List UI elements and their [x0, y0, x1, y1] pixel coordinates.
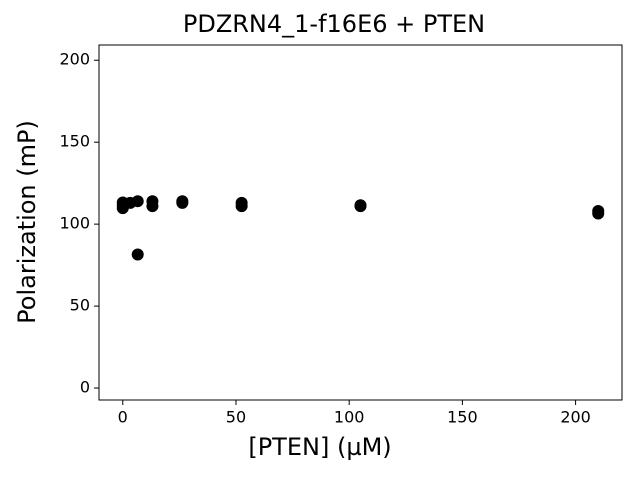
x-tick-label: 50 [226, 408, 246, 427]
y-tick-label: 150 [59, 132, 90, 151]
point [176, 196, 189, 209]
y-tick-label: 0 [80, 378, 90, 397]
chart-title: PDZRN4_1-f16E6 + PTEN [183, 10, 485, 38]
point [354, 200, 367, 213]
point [235, 200, 248, 213]
x-tick-label: 0 [118, 408, 128, 427]
x-axis-label: [PTEN] (µM) [248, 433, 391, 461]
y-axis-label: Polarization (mP) [13, 120, 41, 324]
plot-frame [98, 44, 623, 401]
x-tick-label: 200 [560, 408, 591, 427]
point [592, 207, 605, 220]
point [131, 195, 144, 208]
x-tick-label: 150 [447, 408, 478, 427]
x-tick-label: 100 [334, 408, 365, 427]
point [146, 200, 159, 213]
y-tick-label: 50 [70, 296, 90, 315]
point [131, 248, 144, 261]
y-tick-label: 100 [59, 214, 90, 233]
y-tick-label: 200 [59, 50, 90, 69]
